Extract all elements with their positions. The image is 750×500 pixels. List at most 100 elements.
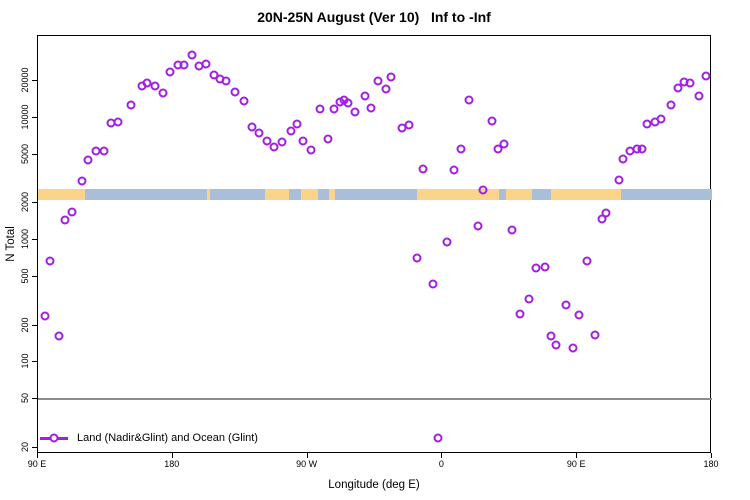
data-point [386, 72, 396, 82]
data-point [83, 155, 93, 165]
y-tick-mark [32, 202, 37, 204]
data-point [230, 87, 240, 97]
y-tick-mark [32, 446, 37, 448]
data-point [126, 100, 136, 110]
y-tick-label: 20000 [20, 67, 30, 93]
y-tick-mark [32, 116, 37, 118]
data-point [67, 207, 77, 217]
data-point [614, 175, 624, 185]
data-point [428, 279, 438, 289]
data-point [507, 225, 517, 235]
data-point [40, 311, 50, 321]
plot-area: Land (Nadir&Glint) and Ocean (Glint) [37, 35, 712, 453]
data-point [373, 76, 383, 86]
y-tick-mark [32, 324, 37, 326]
data-point [262, 136, 272, 146]
y-tick-mark [32, 153, 37, 155]
data-point [187, 50, 197, 60]
data-point [515, 309, 525, 319]
y-tick-label: 10000 [20, 104, 30, 130]
data-point [464, 95, 474, 105]
ocean-band-segment [38, 188, 712, 200]
data-point [540, 262, 550, 272]
y-tick-label: 1000 [20, 229, 30, 250]
map-band [38, 188, 712, 200]
data-point [247, 122, 257, 132]
data-point [277, 137, 287, 147]
data-point [666, 100, 676, 110]
data-point [269, 142, 279, 152]
data-point [45, 256, 55, 266]
x-tick-label: 90 W [296, 459, 318, 469]
y-tick-label: 100 [20, 353, 30, 369]
data-point [239, 96, 249, 106]
land-band-segment [265, 188, 290, 200]
data-point [306, 145, 316, 155]
data-point [292, 119, 302, 129]
data-point [568, 343, 578, 353]
legend: Land (Nadir&Glint) and Ocean (Glint) [40, 431, 258, 445]
x-tick-label: 180 [703, 459, 719, 469]
x-tick-mark [711, 453, 712, 458]
data-point [366, 103, 376, 113]
data-point [286, 126, 296, 136]
land-band-segment [551, 188, 621, 200]
data-point [350, 107, 360, 117]
y-tick-label: 500 [20, 268, 30, 284]
x-tick-label: 0 [438, 459, 444, 469]
land-band-segment [417, 188, 500, 200]
data-point [524, 294, 534, 304]
x-tick-mark [441, 453, 443, 458]
y-tick-mark [32, 80, 37, 81]
y-tick-mark [32, 239, 37, 241]
data-point [694, 91, 704, 101]
data-point [673, 83, 683, 93]
data-point [551, 340, 561, 350]
data-point [590, 330, 600, 340]
legend-circle-icon [49, 433, 59, 443]
y-tick-label: 5000 [20, 143, 30, 164]
data-point [456, 144, 466, 154]
y-axis-title: N Total [5, 226, 17, 262]
y-tick-mark [32, 398, 37, 400]
data-point [412, 253, 422, 263]
data-point [201, 59, 211, 69]
data-point [315, 104, 325, 114]
data-point [574, 310, 584, 320]
land-band-segment [329, 188, 335, 200]
data-point [546, 331, 556, 341]
data-point [329, 104, 339, 114]
data-point [221, 76, 231, 86]
chart-title: 20N-25N August (Ver 10) Inf to -Inf [257, 9, 491, 25]
data-point [298, 136, 308, 146]
data-point [473, 221, 483, 231]
x-tick-mark [306, 453, 308, 458]
data-point [582, 256, 592, 266]
data-point [601, 208, 611, 218]
data-point [493, 144, 503, 154]
data-point [343, 98, 353, 108]
data-point [54, 331, 64, 341]
data-point [77, 176, 87, 186]
data-point [701, 71, 711, 81]
x-tick-mark [171, 453, 173, 458]
data-point [179, 60, 189, 70]
data-point [637, 144, 647, 154]
data-point [150, 81, 160, 91]
data-point [685, 78, 695, 88]
data-point [442, 237, 452, 247]
land-band-segment [38, 188, 86, 200]
x-tick-mark [576, 453, 578, 458]
data-point [618, 154, 628, 164]
data-point [113, 117, 123, 127]
x-tick-label: 90 E [566, 459, 586, 469]
land-band-segment [206, 188, 210, 200]
data-point [165, 67, 175, 77]
x-tick-label: 180 [164, 459, 180, 469]
data-point [487, 116, 497, 126]
y-tick-mark [32, 275, 37, 277]
land-band-segment [506, 188, 533, 200]
data-point [499, 139, 509, 149]
y-tick-label: 200 [20, 317, 30, 333]
